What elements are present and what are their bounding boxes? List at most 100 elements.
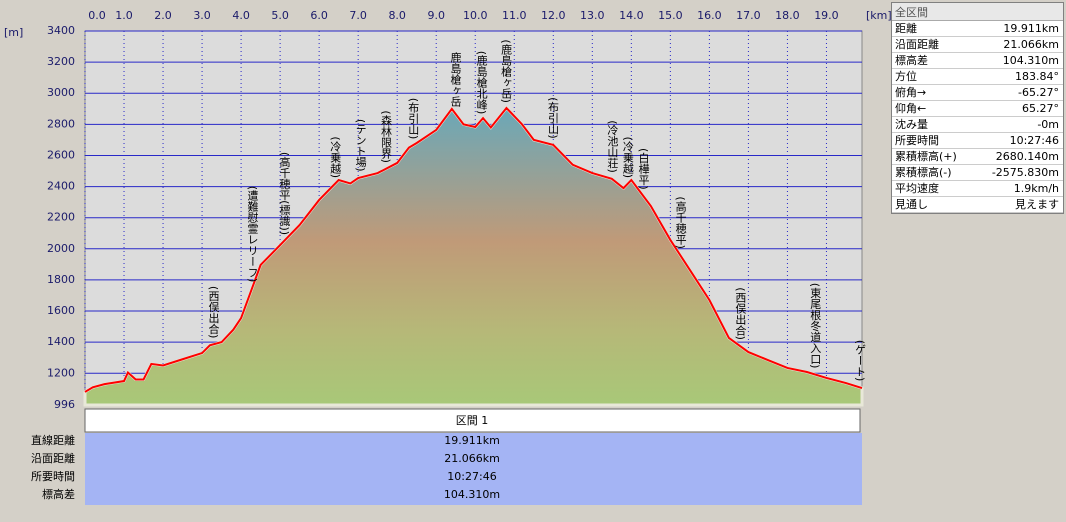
x-tick-label: 2.0 bbox=[154, 9, 172, 22]
stats-value: 2680.140m bbox=[995, 150, 1059, 163]
stats-label: 平均速度 bbox=[895, 182, 939, 195]
stats-label: 所要時間 bbox=[895, 134, 939, 147]
waypoint-label: (白樺平) bbox=[637, 148, 650, 190]
y-tick-label: 3000 bbox=[47, 86, 75, 99]
waypoint-label: (森林限界) bbox=[379, 110, 392, 163]
stats-label: 累積標高(+) bbox=[895, 150, 957, 163]
x-tick-label: 6.0 bbox=[310, 9, 328, 22]
section-body bbox=[85, 433, 862, 505]
section-value: 21.066km bbox=[444, 452, 500, 465]
stats-row: 仰角← 65.27° bbox=[892, 101, 1063, 117]
x-tick-label: 8.0 bbox=[388, 9, 406, 22]
waypoint-label: (冷乗越) bbox=[621, 136, 634, 178]
section-label: 標高差 bbox=[42, 487, 75, 501]
stats-value: 見えます bbox=[1015, 198, 1059, 211]
x-tick-label: 10.0 bbox=[463, 9, 488, 22]
stats-value: 19.911km bbox=[1003, 22, 1059, 35]
stats-value: 10:27:46 bbox=[1009, 134, 1059, 147]
stats-row: 沈み量 -0m bbox=[892, 117, 1063, 133]
stats-label: 沿面距離 bbox=[895, 38, 939, 51]
x-axis-label: [km] bbox=[866, 9, 892, 22]
stats-row: 累積標高(+) 2680.140m bbox=[892, 149, 1063, 165]
stats-row: 標高差 104.310m bbox=[892, 53, 1063, 69]
y-tick-label: 1800 bbox=[47, 273, 75, 286]
waypoint-label: (布引山) bbox=[547, 97, 560, 139]
x-tick-label: 13.0 bbox=[580, 9, 605, 22]
waypoint-label: (遭難慰霊レリーフ) bbox=[246, 186, 259, 283]
stats-label: 俯角→ bbox=[895, 86, 927, 99]
stats-row: 沿面距離 21.066km bbox=[892, 37, 1063, 53]
waypoint-label: (ゲート) bbox=[854, 340, 867, 382]
x-tick-label: 17.0 bbox=[736, 9, 761, 22]
waypoint-label: (鹿島槍北峰) bbox=[475, 51, 488, 115]
stats-value: 104.310m bbox=[1002, 54, 1059, 67]
section-label: 沿面距離 bbox=[31, 451, 75, 465]
waypoint-label: (西俣出合) bbox=[207, 286, 220, 339]
y-tick-label: 996 bbox=[54, 398, 75, 411]
y-tick-label: 1600 bbox=[47, 304, 75, 317]
stats-row: 距離 19.911km bbox=[892, 21, 1063, 37]
x-tick-label: 11.0 bbox=[502, 9, 527, 22]
waypoint-label: (冷池山荘) bbox=[606, 120, 619, 173]
stats-label: 方位 bbox=[895, 70, 917, 83]
y-tick-label: 1200 bbox=[47, 366, 75, 379]
stats-label: 見通し bbox=[895, 198, 928, 211]
stats-label: 標高差 bbox=[895, 54, 928, 67]
x-tick-label: 5.0 bbox=[271, 9, 289, 22]
stats-label: 累積標高(-) bbox=[895, 166, 952, 179]
y-axis-label: [m] bbox=[4, 26, 23, 39]
x-tick-label: 4.0 bbox=[232, 9, 250, 22]
section-header: 区間 1 bbox=[456, 414, 489, 427]
y-tick-label: 1400 bbox=[47, 335, 75, 348]
y-tick-label: 2600 bbox=[47, 148, 75, 161]
waypoint-label: 鹿島槍ヶ岳 bbox=[449, 51, 462, 107]
y-tick-label: 2200 bbox=[47, 211, 75, 224]
y-tick-label: 2800 bbox=[47, 117, 75, 130]
stats-value: -65.27° bbox=[1018, 86, 1059, 99]
x-tick-label: 7.0 bbox=[349, 9, 367, 22]
stats-value: 183.84° bbox=[1015, 70, 1059, 83]
stats-panel: 全区間 距離 19.911km 沿面距離 21.066km 標高差 104.310m 方位 1… bbox=[891, 2, 1064, 214]
x-tick-label: 1.0 bbox=[115, 9, 133, 22]
section-value: 19.911km bbox=[444, 434, 500, 447]
waypoint-label: (西俣出合) bbox=[734, 287, 747, 340]
stats-row: 方位 183.84° bbox=[892, 69, 1063, 85]
section-label: 所要時間 bbox=[31, 470, 75, 483]
x-tick-label: 14.0 bbox=[619, 9, 644, 22]
stats-row: 平均速度 1.9km/h bbox=[892, 181, 1063, 197]
stats-value: -0m bbox=[1037, 118, 1059, 131]
stats-row: 俯角→ -65.27° bbox=[892, 85, 1063, 101]
x-tick-label: 15.0 bbox=[658, 9, 683, 22]
section-header-box bbox=[84, 408, 861, 433]
x-tick-label: 9.0 bbox=[427, 9, 445, 22]
section-value: 10:27:46 bbox=[447, 470, 496, 483]
stats-label: 沈み量 bbox=[895, 118, 928, 131]
stats-label: 距離 bbox=[895, 22, 917, 35]
waypoint-label: (高千穂平) bbox=[674, 196, 687, 249]
x-tick-label: 12.0 bbox=[541, 9, 566, 22]
x-tick-label: 16.0 bbox=[697, 9, 722, 22]
stats-value: 65.27° bbox=[1022, 102, 1059, 115]
x-tick-label: 19.0 bbox=[814, 9, 839, 22]
waypoint-label: (冷乗越) bbox=[329, 136, 342, 178]
profile-line bbox=[84, 106, 863, 393]
waypoint-label: (テント場) bbox=[354, 119, 367, 172]
y-tick-label: 3200 bbox=[47, 55, 75, 68]
x-tick-label: 18.0 bbox=[775, 9, 800, 22]
x-tick-label: 0.0 bbox=[88, 9, 106, 22]
stats-title: 全区間 bbox=[892, 3, 1063, 21]
y-tick-label: 2400 bbox=[47, 180, 75, 193]
waypoint-label: (東尾根冬道入口) bbox=[809, 283, 822, 369]
waypoint-label: (布引山) bbox=[407, 98, 420, 140]
stats-value: 21.066km bbox=[1003, 38, 1059, 51]
section-value: 104.310m bbox=[444, 488, 500, 501]
stats-value: -2575.830m bbox=[991, 166, 1059, 179]
stats-row: 累積標高(-) -2575.830m bbox=[892, 165, 1063, 181]
waypoint-label: (高千穂平(標識)) bbox=[278, 152, 291, 235]
y-tick-label: 3400 bbox=[47, 24, 75, 37]
x-tick-label: 3.0 bbox=[193, 9, 211, 22]
section-label: 直線距離 bbox=[31, 433, 75, 447]
waypoint-label: (鹿島槍ヶ岳) bbox=[500, 39, 513, 103]
